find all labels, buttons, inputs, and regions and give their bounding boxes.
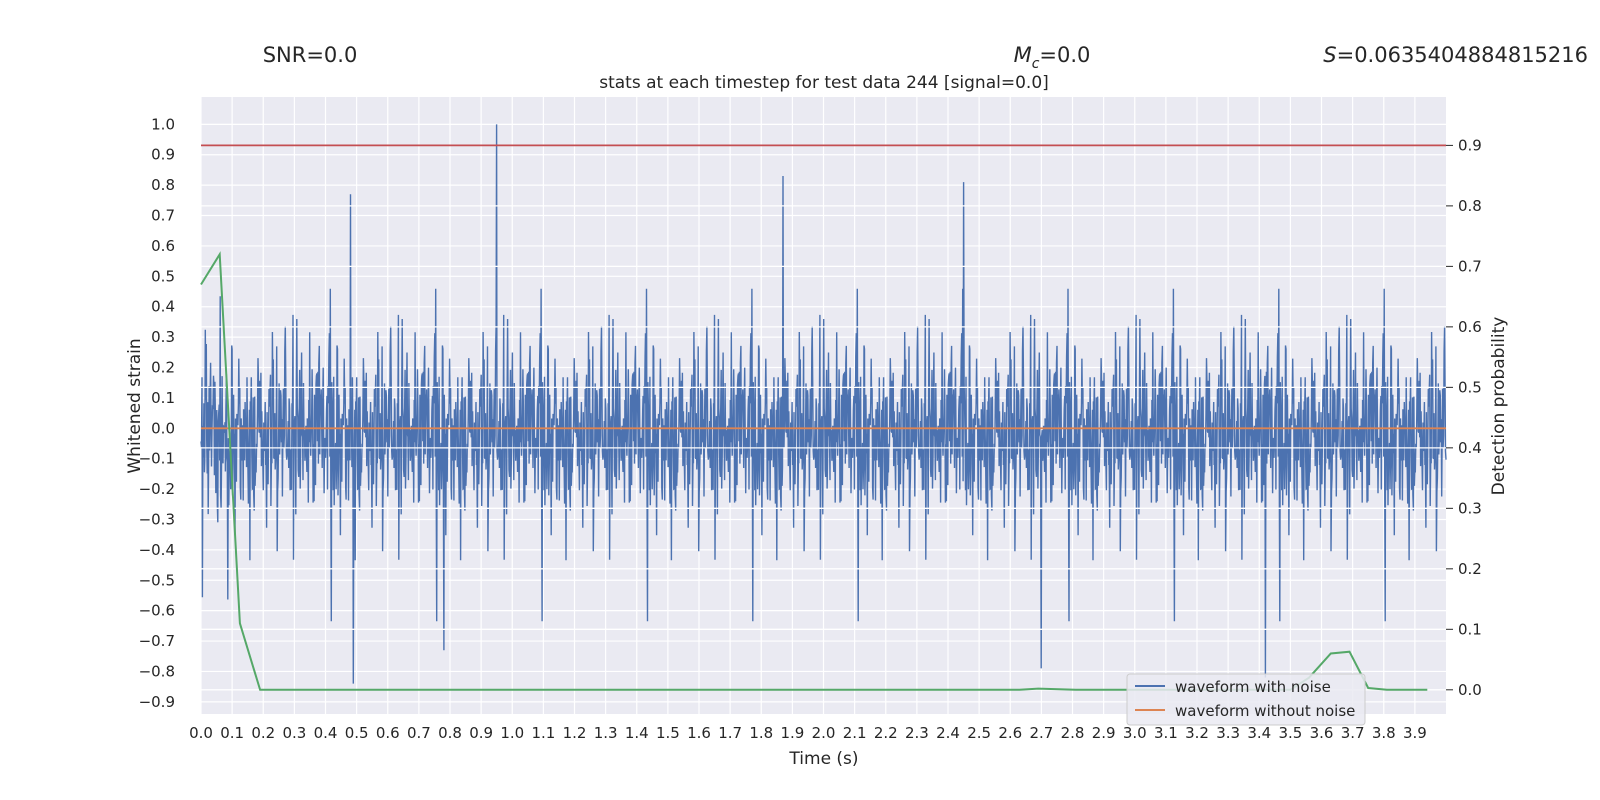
- y-tick-label: −0.4: [139, 541, 175, 559]
- y-tick-label: 0.3: [151, 328, 175, 346]
- x-tick-label: 3.1: [1154, 724, 1178, 742]
- x-tick-label: 3.8: [1372, 724, 1396, 742]
- y-tick-label: −0.9: [139, 693, 175, 711]
- x-tick-label: 1.9: [780, 724, 804, 742]
- x-tick-label: 0.7: [407, 724, 431, 742]
- legend-box: [1126, 673, 1366, 726]
- legend: waveform with noise waveform without noi…: [1126, 673, 1366, 726]
- x-tick-label: 3.0: [1123, 724, 1147, 742]
- x-axis-label: Time (s): [788, 749, 858, 769]
- y-axis-ticks: 1.0 0.9 0.8 0.7 0.6 0.5 0.4 0.3 0.2 0.1 0.0 −0.1 −0.…: [139, 115, 175, 710]
- x-tick-label: 1.2: [563, 724, 587, 742]
- x-tick-label: 2.9: [1092, 724, 1116, 742]
- s-statistic-label: S=0.0635404884815216: [1323, 43, 1588, 67]
- x-tick-label: 0.5: [345, 724, 369, 742]
- x-tick-label: 2.4: [936, 724, 960, 742]
- x-tick-label: 1.7: [718, 724, 742, 742]
- y-tick-label: −0.7: [139, 632, 175, 650]
- x-tick-label: 0.6: [376, 724, 400, 742]
- y2-tick-label: 0.0: [1458, 681, 1482, 699]
- y2-axis-ticks: 0.9 0.8 0.7 0.6 0.5 0.4 0.3 0.2 0.1 0.0: [1446, 136, 1482, 699]
- waveform-with-noise-line: [200, 124, 1447, 684]
- y2-tick-label: 0.4: [1458, 439, 1482, 457]
- snr-label: SNR=0.0: [263, 43, 358, 67]
- x-tick-label: 2.1: [843, 724, 867, 742]
- y2-tick-label: 0.8: [1458, 197, 1482, 215]
- x-tick-label: 1.8: [749, 724, 773, 742]
- x-tick-label: 2.7: [1029, 724, 1053, 742]
- x-tick-label: 1.3: [594, 724, 618, 742]
- y2-tick-label: 0.1: [1458, 620, 1482, 638]
- x-tick-label: 2.2: [874, 724, 898, 742]
- y2-tick-label: 0.2: [1458, 560, 1482, 578]
- x-tick-label: 1.5: [656, 724, 680, 742]
- y2-tick-label: 0.7: [1458, 257, 1482, 275]
- x-tick-label: 3.6: [1310, 724, 1334, 742]
- y2-tick-label: 0.3: [1458, 499, 1482, 517]
- x-tick-label: 0.2: [251, 724, 275, 742]
- y-tick-label: 0.1: [151, 389, 175, 407]
- y-tick-label: −0.8: [139, 662, 175, 680]
- x-tick-label: 0.8: [438, 724, 462, 742]
- detection-probability-line: [200, 251, 1428, 691]
- y-tick-label: 0.9: [151, 146, 175, 164]
- x-tick-label: 3.7: [1341, 724, 1365, 742]
- x-tick-label: 3.5: [1278, 724, 1302, 742]
- x-tick-label: 0.0: [189, 724, 213, 742]
- x-tick-label: 0.3: [282, 724, 306, 742]
- y-tick-label: −0.1: [139, 450, 175, 468]
- y-tick-label: 0.7: [151, 207, 175, 225]
- x-tick-label: 2.5: [967, 724, 991, 742]
- y-tick-label: 1.0: [151, 115, 175, 133]
- y-tick-label: 0.2: [151, 359, 175, 377]
- y-axis-label: Whitened strain: [125, 338, 145, 473]
- y-tick-label: 0.0: [151, 419, 175, 437]
- y2-tick-label: 0.6: [1458, 318, 1482, 336]
- legend-label-noise: waveform with noise: [1175, 678, 1331, 696]
- x-tick-label: 1.4: [625, 724, 649, 742]
- chart-title: stats at each timestep for test data 244…: [599, 73, 1049, 93]
- y-tick-label: −0.6: [139, 602, 175, 620]
- chirp-mass-label: Mc=0.0: [1014, 43, 1091, 72]
- x-axis-ticks: 0.0 0.1 0.2 0.3 0.4 0.5 0.6 0.7 0.8 0.9 1.0 1.1 1.2 1…: [189, 724, 1427, 742]
- y-tick-label: −0.3: [139, 510, 175, 528]
- x-tick-label: 2.3: [905, 724, 929, 742]
- legend-label-clean: waveform without noise: [1175, 702, 1355, 720]
- y2-tick-label: 0.5: [1458, 378, 1482, 396]
- x-tick-label: 2.6: [998, 724, 1022, 742]
- x-tick-label: 3.2: [1185, 724, 1209, 742]
- y-tick-label: −0.2: [139, 480, 175, 498]
- y-tick-label: 0.6: [151, 237, 175, 255]
- x-tick-label: 2.0: [812, 724, 836, 742]
- x-tick-label: 3.3: [1216, 724, 1240, 742]
- y2-axis-label: Detection probability: [1489, 317, 1509, 496]
- x-tick-label: 2.8: [1061, 724, 1085, 742]
- y-tick-label: −0.5: [139, 571, 175, 589]
- y-tick-label: 0.4: [151, 298, 175, 316]
- x-tick-label: 1.0: [500, 724, 524, 742]
- overlay-series: [200, 144, 1446, 691]
- y-tick-label: 0.5: [151, 267, 175, 285]
- x-tick-label: 3.4: [1247, 724, 1271, 742]
- x-tick-label: 0.9: [469, 724, 493, 742]
- x-tick-label: 0.4: [314, 724, 338, 742]
- x-tick-label: 0.1: [220, 724, 244, 742]
- x-tick-label: 1.1: [531, 724, 555, 742]
- y-tick-label: 0.8: [151, 176, 175, 194]
- waveform-with-noise-series: [200, 124, 1447, 684]
- y2-tick-label: 0.9: [1458, 136, 1482, 154]
- x-tick-label: 1.6: [687, 724, 711, 742]
- x-tick-label: 3.9: [1403, 724, 1427, 742]
